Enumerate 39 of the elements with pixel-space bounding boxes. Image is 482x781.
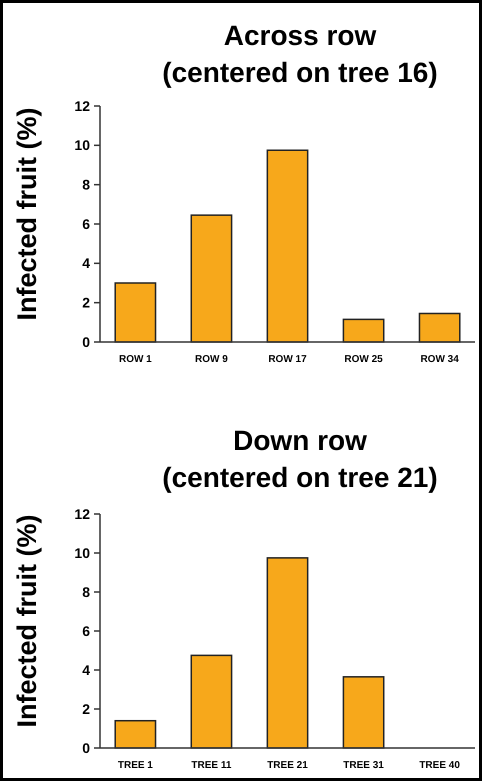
x-tick-label: TREE 11 xyxy=(191,760,232,771)
y-tick-label: 4 xyxy=(82,662,90,678)
y-tick-label: 6 xyxy=(82,622,90,639)
y-tick-label: 2 xyxy=(82,700,90,717)
y-tick-label: 6 xyxy=(82,216,90,232)
y-tick-label: 10 xyxy=(74,544,90,561)
y-tick-label: 12 xyxy=(74,98,90,114)
y-tick-label: 8 xyxy=(82,176,90,193)
chart-subtitle: (centered on tree 21) xyxy=(162,462,438,493)
x-tick-label: ROW 25 xyxy=(344,354,384,365)
y-tick-label: 10 xyxy=(74,137,90,154)
x-tick-label: TREE 31 xyxy=(343,760,384,771)
y-tick-label: 0 xyxy=(82,334,90,350)
bar xyxy=(190,214,232,343)
bar xyxy=(190,654,232,749)
bar xyxy=(114,720,156,749)
x-tick-label: ROW 34 xyxy=(420,354,460,365)
x-tick-label: ROW 17 xyxy=(268,354,308,365)
y-tick-label: 8 xyxy=(82,584,90,600)
bar xyxy=(266,150,308,343)
chart-title: Down row xyxy=(233,425,368,456)
y-tick-label: 4 xyxy=(82,255,90,272)
y-tick-label: 2 xyxy=(82,294,90,311)
y-tick-label: 12 xyxy=(74,506,90,522)
bar xyxy=(342,318,384,343)
x-tick-label: ROW 9 xyxy=(195,354,228,365)
bar xyxy=(266,557,308,749)
y-tick-label: 0 xyxy=(82,740,90,756)
x-tick-label: TREE 21 xyxy=(267,760,308,771)
chart-subtitle: (centered on tree 16) xyxy=(162,57,438,88)
bar xyxy=(418,312,461,343)
y-axis-title: Infected fruit (%) xyxy=(12,514,42,728)
bar xyxy=(342,676,384,749)
x-tick-label: TREE 1 xyxy=(118,760,154,771)
y-axis-title: Infected fruit (%) xyxy=(12,108,42,320)
x-tick-label: TREE 40 xyxy=(419,760,460,771)
chart-title: Across row xyxy=(224,20,376,51)
x-tick-label: ROW 1 xyxy=(118,354,152,365)
bar xyxy=(114,282,156,343)
